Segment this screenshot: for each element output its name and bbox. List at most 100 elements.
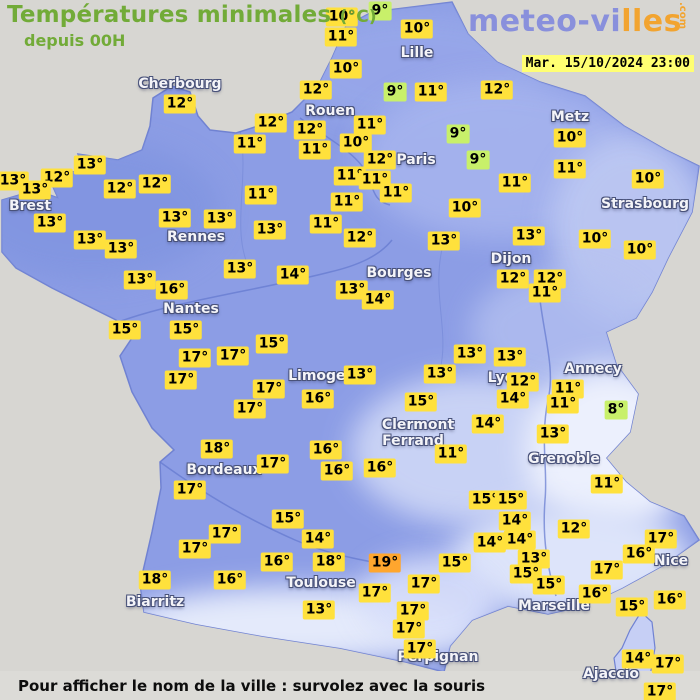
temp-badge[interactable]: 11° xyxy=(414,82,448,102)
temp-badge[interactable]: 13° xyxy=(536,424,570,444)
temp-badge[interactable]: 15° xyxy=(468,490,502,510)
temp-badge[interactable]: 13° xyxy=(427,231,461,251)
temp-badge[interactable]: 11° xyxy=(551,379,585,399)
temp-badge[interactable]: 16° xyxy=(320,461,354,481)
temp-badge[interactable]: 17° xyxy=(178,539,212,559)
temp-badge[interactable]: 14° xyxy=(621,649,655,669)
temp-badge[interactable]: 9° xyxy=(383,82,407,102)
temp-badge[interactable]: 18° xyxy=(138,570,172,590)
temp-badge[interactable]: 11° xyxy=(498,173,532,193)
temp-badge[interactable]: 10° xyxy=(400,19,434,39)
temp-badge[interactable]: 17° xyxy=(396,601,430,621)
temp-badge[interactable]: 16° xyxy=(653,590,687,610)
temp-badge[interactable]: 10° xyxy=(553,128,587,148)
temp-badge[interactable]: 17° xyxy=(403,639,437,659)
temp-badge[interactable]: 16° xyxy=(309,440,343,460)
temp-badge[interactable]: 18° xyxy=(200,439,234,459)
temp-badge[interactable]: 11° xyxy=(546,394,580,414)
temp-badge[interactable]: 13° xyxy=(104,239,138,259)
temp-badge[interactable]: 13° xyxy=(73,155,107,175)
temp-badge[interactable]: 17° xyxy=(392,619,426,639)
temp-badge[interactable]: 14° xyxy=(361,290,395,310)
temp-badge[interactable]: 10° xyxy=(329,59,363,79)
temp-badge[interactable]: 12° xyxy=(496,269,530,289)
temp-badge[interactable]: 13° xyxy=(335,280,369,300)
temp-badge[interactable]: 12° xyxy=(363,150,397,170)
temp-badge[interactable]: 13° xyxy=(223,259,257,279)
temp-badge[interactable]: 14° xyxy=(498,511,532,531)
temp-badge[interactable]: 14° xyxy=(503,530,537,550)
temp-badge[interactable]: 11° xyxy=(233,134,267,154)
temp-badge[interactable]: 16° xyxy=(301,389,335,409)
temp-badge[interactable]: 10° xyxy=(631,169,665,189)
temp-badge[interactable]: 11° xyxy=(298,140,332,160)
temp-badge[interactable]: 12° xyxy=(557,519,591,539)
temp-badge[interactable]: 16° xyxy=(622,544,656,564)
temp-badge[interactable]: 13° xyxy=(343,365,377,385)
temp-badge[interactable]: 13° xyxy=(158,208,192,228)
temp-badge[interactable]: 15° xyxy=(404,392,438,412)
temp-badge[interactable]: 17° xyxy=(644,529,678,549)
temp-badge[interactable]: 13° xyxy=(423,364,457,384)
temp-badge[interactable]: 17° xyxy=(178,348,212,368)
temp-badge[interactable]: 12° xyxy=(163,94,197,114)
temp-badge[interactable]: 14° xyxy=(276,265,310,285)
temp-badge[interactable]: 15° xyxy=(108,320,142,340)
temp-badge[interactable]: 17° xyxy=(233,399,267,419)
temp-badge[interactable]: 11° xyxy=(330,192,364,212)
temp-badge[interactable]: 17° xyxy=(252,379,286,399)
temp-badge[interactable]: 12° xyxy=(293,120,327,140)
meteo-villes-logo[interactable]: meteo-villes .com xyxy=(468,2,688,39)
temp-badge[interactable]: 11° xyxy=(528,283,562,303)
temp-badge[interactable]: 13° xyxy=(512,226,546,246)
temp-badge[interactable]: 11° xyxy=(309,214,343,234)
temp-badge[interactable]: 11° xyxy=(379,183,413,203)
temp-badge[interactable]: 11° xyxy=(353,115,387,135)
temp-badge[interactable]: 14° xyxy=(496,389,530,409)
temp-badge[interactable]: 15° xyxy=(532,575,566,595)
temp-badge[interactable]: 10° xyxy=(578,229,612,249)
temp-badge[interactable]: 12° xyxy=(138,174,172,194)
temp-badge[interactable]: 15° xyxy=(494,490,528,510)
temp-badge[interactable]: 17° xyxy=(256,454,290,474)
temp-badge[interactable]: 17° xyxy=(590,560,624,580)
temp-badge[interactable]: 15° xyxy=(615,597,649,617)
temp-badge[interactable]: 17° xyxy=(651,654,685,674)
temp-badge[interactable]: 12° xyxy=(299,80,333,100)
temp-badge[interactable]: 15° xyxy=(169,320,203,340)
temp-badge[interactable]: 13° xyxy=(453,344,487,364)
temp-badge[interactable]: 10° xyxy=(448,198,482,218)
temp-badge[interactable]: 15° xyxy=(255,334,289,354)
temp-badge[interactable]: 13° xyxy=(302,600,336,620)
temp-badge[interactable]: 17° xyxy=(216,346,250,366)
temp-badge[interactable]: 8° xyxy=(604,400,628,420)
temp-badge[interactable]: 13° xyxy=(517,549,551,569)
temp-badge[interactable]: 15° xyxy=(271,509,305,529)
temp-badge[interactable]: 14° xyxy=(301,529,335,549)
temp-badge[interactable]: 10° xyxy=(623,240,657,260)
temp-badge[interactable]: 17° xyxy=(208,524,242,544)
temp-badge[interactable]: 11° xyxy=(324,27,358,47)
temp-badge[interactable]: 16° xyxy=(155,280,189,300)
temp-badge[interactable]: 13° xyxy=(493,347,527,367)
temp-badge[interactable]: 13° xyxy=(33,213,67,233)
temp-badge[interactable]: 17° xyxy=(358,583,392,603)
temp-badge[interactable]: 13° xyxy=(73,230,107,250)
temp-badge[interactable]: 17° xyxy=(164,370,198,390)
temp-badge[interactable]: 14° xyxy=(471,414,505,434)
temp-badge[interactable]: 13° xyxy=(253,220,287,240)
temp-badge[interactable]: 16° xyxy=(213,570,247,590)
temp-badge[interactable]: 15° xyxy=(438,553,472,573)
temp-badge[interactable]: 12° xyxy=(103,179,137,199)
temp-badge[interactable]: 18° xyxy=(312,552,346,572)
temp-badge[interactable]: 9° xyxy=(446,124,470,144)
temp-badge[interactable]: 11° xyxy=(333,166,367,186)
temp-badge[interactable]: 14° xyxy=(473,533,507,553)
temp-badge[interactable]: 17° xyxy=(643,682,677,700)
temp-badge[interactable]: 13° xyxy=(123,270,157,290)
temp-badge[interactable]: 10° xyxy=(325,7,359,27)
temp-badge[interactable]: 16° xyxy=(578,584,612,604)
temp-badge[interactable]: 12° xyxy=(506,372,540,392)
temp-badge[interactable]: 13° xyxy=(18,180,52,200)
